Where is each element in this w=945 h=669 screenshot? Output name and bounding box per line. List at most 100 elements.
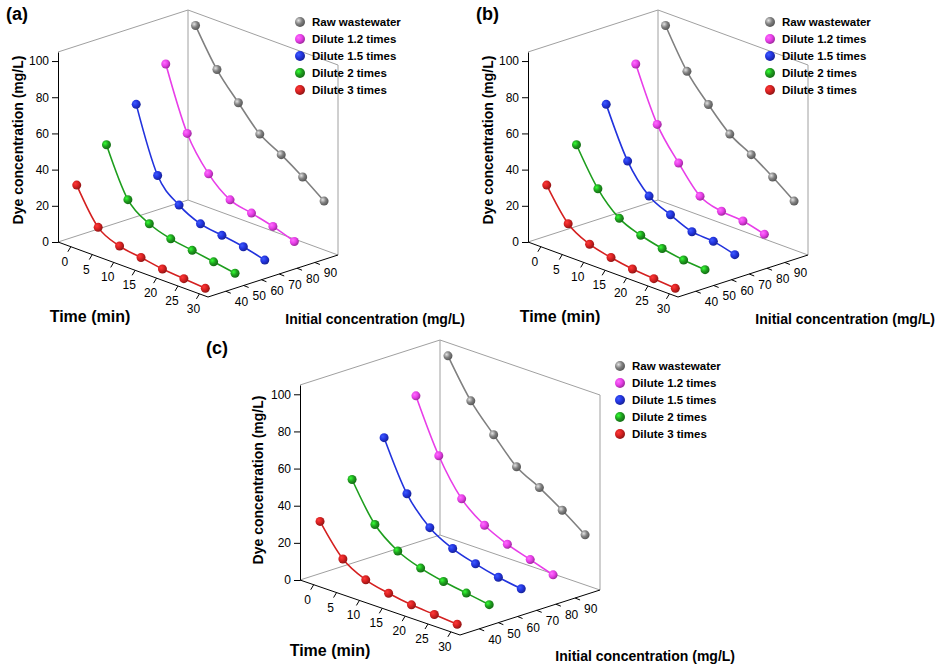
data-point bbox=[209, 257, 218, 266]
data-point bbox=[480, 521, 489, 530]
tick-mark bbox=[666, 294, 669, 299]
tick-mark bbox=[294, 431, 300, 432]
data-point bbox=[593, 184, 602, 193]
tick-label: 60 bbox=[527, 621, 541, 635]
tick: 40 bbox=[506, 163, 528, 177]
data-point bbox=[212, 65, 221, 74]
data-point bbox=[316, 517, 325, 526]
tick-label: 5 bbox=[83, 263, 90, 277]
legend-marker bbox=[615, 412, 625, 422]
data-point bbox=[153, 171, 162, 180]
axis-title: Time (min) bbox=[290, 642, 371, 659]
tick-label: 90 bbox=[324, 266, 338, 280]
tick-mark bbox=[52, 242, 58, 243]
tick-mark bbox=[52, 170, 58, 171]
tick-mark bbox=[696, 291, 701, 293]
data-point bbox=[628, 265, 637, 274]
tick: 100 bbox=[271, 388, 300, 402]
data-point bbox=[760, 230, 769, 239]
data-point bbox=[607, 253, 616, 262]
legend-marker bbox=[765, 17, 775, 27]
legend-marker bbox=[295, 34, 305, 44]
data-point bbox=[790, 197, 799, 206]
tick-mark bbox=[522, 61, 528, 62]
data-point bbox=[260, 256, 269, 265]
tick-label: 5 bbox=[553, 263, 560, 277]
legend-marker bbox=[765, 85, 775, 95]
axis-line bbox=[678, 255, 808, 297]
data-point bbox=[268, 222, 277, 231]
tick-mark bbox=[402, 616, 405, 621]
series bbox=[542, 181, 680, 293]
box-edge bbox=[440, 340, 441, 535]
data-point bbox=[137, 253, 146, 262]
tick-mark bbox=[714, 285, 719, 287]
tick-mark bbox=[522, 97, 528, 98]
series-line bbox=[136, 104, 265, 260]
data-point bbox=[102, 140, 111, 149]
data-point bbox=[320, 197, 329, 206]
chart-title: (a) bbox=[6, 4, 28, 24]
tick-label: 5 bbox=[327, 601, 334, 615]
legend-marker bbox=[615, 378, 625, 388]
tick-label: 0 bbox=[62, 255, 69, 269]
tick-label: 10 bbox=[571, 270, 585, 284]
data-point bbox=[231, 269, 240, 278]
data-point bbox=[602, 100, 611, 109]
tick-mark bbox=[731, 280, 736, 282]
panel: 020406080100051015202530405060708090(b)D… bbox=[476, 4, 935, 327]
tick-label: 50 bbox=[253, 289, 267, 303]
data-point bbox=[581, 530, 590, 539]
series bbox=[572, 140, 710, 274]
data-point bbox=[277, 150, 286, 159]
data-point bbox=[393, 546, 402, 555]
data-point bbox=[489, 430, 498, 439]
tick: 20 bbox=[278, 536, 300, 550]
tick-label: 90 bbox=[794, 266, 808, 280]
series bbox=[602, 100, 740, 259]
tick-label: 60 bbox=[278, 462, 292, 476]
data-point bbox=[549, 570, 558, 579]
legend-marker bbox=[765, 68, 775, 78]
legend-label: Dilute 2 times bbox=[632, 411, 707, 423]
data-point bbox=[411, 391, 420, 400]
axis-title: Dye concentration (mg/L) bbox=[10, 56, 26, 225]
data-point bbox=[503, 540, 512, 549]
tick: 20 bbox=[36, 199, 58, 213]
data-point bbox=[196, 219, 205, 228]
tick-label: 80 bbox=[776, 272, 790, 286]
data-point bbox=[201, 284, 210, 293]
series bbox=[161, 60, 299, 246]
tick-mark bbox=[294, 394, 300, 395]
data-point bbox=[687, 227, 696, 236]
legend: Raw wastewaterDilute 1.2 timesDilute 1.5… bbox=[295, 16, 401, 96]
legend-label: Dilute 1.5 times bbox=[632, 394, 716, 406]
box-edge bbox=[658, 10, 659, 200]
legend-label: Dilute 1.2 times bbox=[632, 377, 716, 389]
data-point bbox=[338, 554, 347, 563]
data-point bbox=[290, 237, 299, 246]
data-point bbox=[457, 494, 466, 503]
tick-mark bbox=[52, 97, 58, 98]
tick-mark bbox=[479, 629, 484, 631]
tick-label: 80 bbox=[278, 425, 292, 439]
tick-mark bbox=[52, 206, 58, 207]
tick-label: 20 bbox=[614, 286, 628, 300]
tick-label: 0 bbox=[512, 235, 519, 249]
tick-label: 40 bbox=[235, 295, 249, 309]
data-point bbox=[183, 129, 192, 138]
box-edge bbox=[188, 200, 338, 255]
series-line bbox=[320, 521, 457, 624]
tick-label: 80 bbox=[565, 608, 579, 622]
axis-line bbox=[300, 386, 301, 581]
tick-mark bbox=[111, 262, 114, 267]
tick-mark bbox=[294, 506, 300, 507]
y-axis: 020406080100 bbox=[499, 53, 529, 250]
tick: 80 bbox=[36, 91, 58, 105]
plot-area bbox=[72, 21, 328, 293]
chart-title: (b) bbox=[476, 4, 499, 24]
tick-label: 70 bbox=[288, 278, 302, 292]
tick: 40 bbox=[278, 499, 300, 513]
series-line bbox=[636, 64, 765, 234]
tick-label: 50 bbox=[723, 289, 737, 303]
